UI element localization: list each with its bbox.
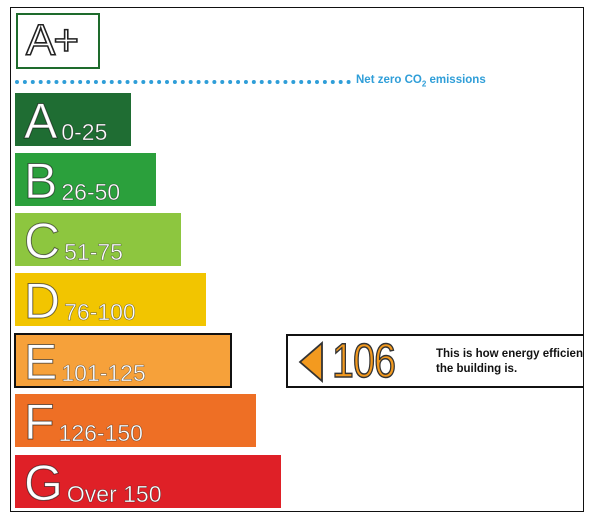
band-g: G Over 150 [15, 455, 281, 511]
band-range: 76-100 [64, 299, 136, 325]
band-range: 51-75 [64, 239, 123, 265]
band-range: 126-150 [58, 420, 143, 446]
band-a: A 0-25 [15, 93, 131, 149]
net-zero-dotted-line [15, 80, 351, 84]
a-plus-rating-box: A+ [16, 13, 100, 69]
energy-rating-chart: A+ Net zero CO2 emissions A 0-25 B 26-50… [10, 7, 584, 512]
band-range: 101-125 [61, 360, 146, 386]
band-c: C 51-75 [15, 213, 181, 269]
band-letter: E [23, 334, 58, 390]
pointer-arrow-icon [298, 341, 323, 383]
band-range: 26-50 [61, 179, 121, 205]
band-range: Over 150 [66, 481, 162, 507]
band-e: E 101-125 [14, 333, 232, 390]
current-rating-indicator: 106 This is how energy efficient the bui… [286, 334, 584, 389]
band-letter: A [23, 93, 58, 149]
indicator-description: This is how energy efficient the buildin… [436, 348, 584, 375]
net-zero-label-prefix: Net zero CO [356, 74, 422, 86]
band-letter: D [23, 273, 61, 329]
net-zero-label-suffix: emissions [426, 74, 486, 86]
band-letter: B [23, 153, 58, 209]
net-zero-label-sub: 2 [421, 79, 427, 89]
current-score: 106 [331, 335, 396, 389]
band-letter: F [24, 394, 56, 450]
band-range: 0-25 [61, 119, 108, 145]
net-zero-label: Net zero CO2 emissions [356, 74, 486, 88]
a-plus-label: A+ [25, 16, 80, 65]
band-d: D 76-100 [15, 273, 206, 329]
band-letter: G [24, 455, 64, 511]
band-f: F 126-150 [15, 394, 256, 450]
band-b: B 26-50 [15, 153, 156, 209]
band-letter: C [23, 213, 61, 269]
